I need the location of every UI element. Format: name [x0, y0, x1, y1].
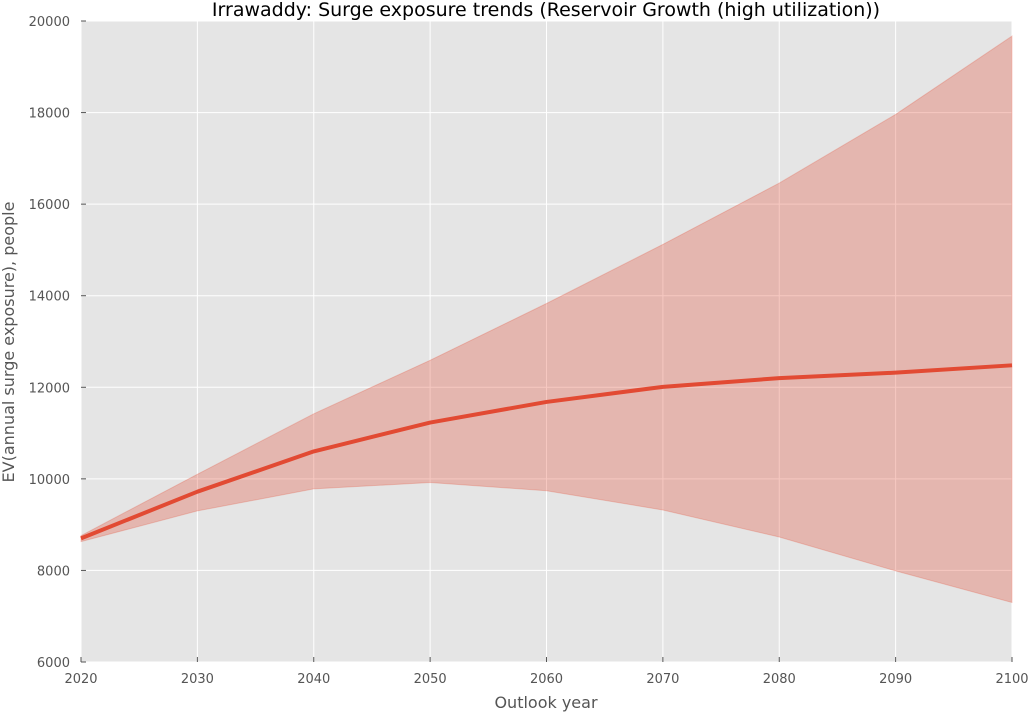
x-tick-label: 2080 [763, 672, 796, 687]
x-tick-label: 2100 [995, 672, 1028, 687]
y-tick-label: 20000 [29, 15, 70, 30]
data-point [894, 371, 898, 375]
y-tick-label: 8000 [37, 564, 70, 579]
y-tick-label: 16000 [29, 198, 70, 213]
data-point [195, 490, 199, 494]
x-tick-label: 2070 [646, 672, 679, 687]
data-point [661, 385, 665, 389]
data-point [312, 449, 316, 453]
data-point [1010, 363, 1014, 367]
data-point [777, 376, 781, 380]
x-tick-label: 2090 [879, 672, 912, 687]
y-tick-label: 18000 [29, 107, 70, 122]
chart-title: Irrawaddy: Surge exposure trends (Reserv… [212, 0, 880, 21]
x-tick-label: 2060 [530, 672, 563, 687]
x-axis-label: Outlook year [494, 693, 598, 712]
data-point [545, 400, 549, 404]
x-tick-label: 2020 [64, 672, 97, 687]
y-tick-label: 6000 [37, 656, 70, 671]
y-tick-label: 14000 [29, 290, 70, 305]
uncertainty-band [80, 35, 1013, 604]
data-point [79, 536, 83, 540]
series-line [80, 363, 1013, 541]
y-axis-label: EV(annual surge exposure), people [0, 202, 18, 483]
x-tick-label: 2030 [181, 672, 214, 687]
y-tick-label: 12000 [29, 381, 70, 396]
x-tick-label: 2050 [414, 672, 447, 687]
data-point [428, 421, 432, 425]
x-tick-label: 2040 [297, 672, 330, 687]
y-tick-label: 10000 [29, 473, 70, 488]
